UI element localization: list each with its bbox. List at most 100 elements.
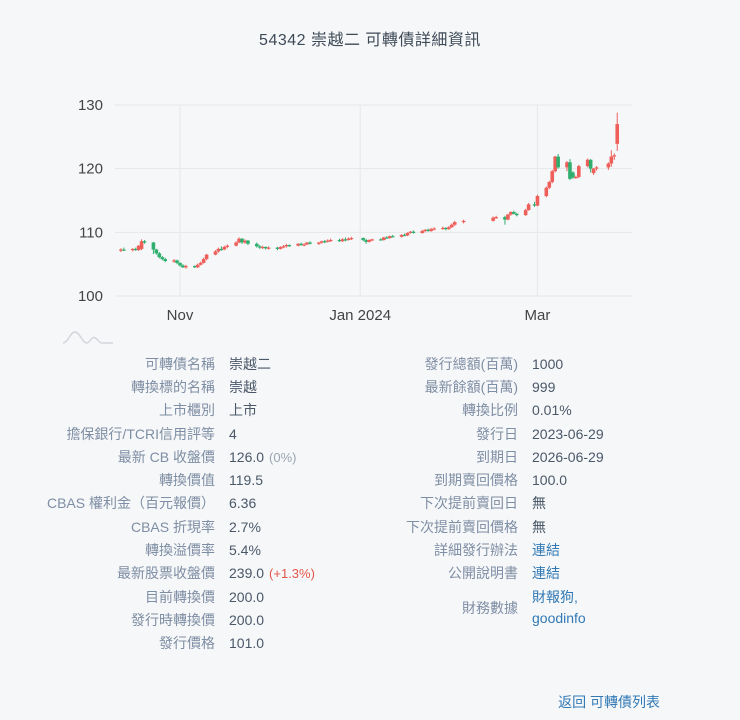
area-sparkline-icon: [62, 331, 113, 344]
detail-value: 101.0: [229, 635, 265, 652]
detail-value: 999: [532, 378, 556, 395]
candle-body: [447, 227, 451, 230]
detail-link[interactable]: 連結: [532, 565, 560, 582]
price-chart-container: 100 110 120 130 Nov Jan 2024 Mar: [0, 85, 740, 335]
detail-label: CBAS 折現率: [130, 518, 215, 535]
detail-link[interactable]: 財報狗,: [532, 589, 578, 606]
detail-row: 轉換標的名稱 崇越: [25, 375, 355, 398]
candle-body: [612, 155, 617, 157]
candle-body: [246, 240, 250, 244]
detail-value: 連結: [532, 540, 560, 560]
detail-label: 發行價格: [159, 635, 215, 652]
candle-body: [367, 239, 371, 242]
candle-body: [594, 167, 599, 169]
candle-body: [328, 239, 333, 242]
candle-body: [201, 259, 206, 263]
candle-body: [461, 220, 466, 223]
detail-value: 2026-06-29: [532, 448, 604, 465]
candle-body: [320, 241, 324, 243]
candle-body: [384, 237, 389, 239]
back-to-list-link[interactable]: 返回 可轉債列表: [558, 694, 660, 710]
x-axis-tick-label: Nov: [167, 307, 194, 324]
candle-body: [556, 156, 560, 168]
candle-body: [420, 231, 425, 233]
detail-row: 發行日 2023-06-29: [330, 422, 710, 445]
detail-label: 轉換溢價率: [145, 542, 215, 559]
detail-value: 崇越二: [229, 355, 271, 372]
candle-body: [343, 239, 348, 241]
candle-body: [287, 245, 292, 247]
candle-body: [278, 246, 283, 249]
candle-body: [615, 124, 620, 144]
candle-body: [240, 238, 244, 243]
candle-body: [588, 159, 593, 169]
candle-body: [325, 240, 330, 242]
detail-label: 財務數據: [462, 600, 518, 617]
candle-body: [526, 204, 531, 211]
detail-value: 連結: [532, 563, 560, 583]
detail-value: 6.36: [229, 495, 257, 512]
detail-label: 發行總額(百萬): [424, 355, 518, 372]
detail-value: 0.01%: [532, 402, 572, 419]
candle-body: [547, 182, 552, 188]
detail-row: 最新 CB 收盤價 126.0 (0%): [25, 445, 355, 468]
candle-body: [172, 260, 176, 262]
detail-row: 轉換比例 0.01%: [330, 399, 710, 422]
candle-body: [503, 217, 507, 220]
candle-body: [195, 264, 200, 268]
detail-row: CBAS 權利金（百元報價） 6.36: [25, 492, 355, 515]
detail-label: 上市櫃別: [159, 402, 215, 419]
candle-body: [411, 231, 416, 233]
detail-row: 轉換溢價率 5.4%: [25, 538, 355, 561]
candle-body: [429, 229, 433, 232]
detail-value: 5.4%: [229, 542, 261, 559]
detail-row: 目前轉換價 200.0: [25, 585, 355, 608]
detail-value: 200.0: [229, 611, 265, 628]
detail-label: 可轉債名稱: [145, 355, 215, 372]
candle-body: [408, 231, 413, 233]
detail-label: 轉換標的名稱: [131, 378, 215, 395]
y-axis-tick-label: 120: [78, 161, 103, 178]
detail-link[interactable]: goodinfo: [532, 610, 586, 627]
candle-body: [305, 242, 309, 245]
detail-label: 到期賣回價格: [434, 472, 518, 489]
candle-body: [452, 222, 457, 225]
detail-label: 轉換價值: [159, 472, 215, 489]
detail-row: 發行總額(百萬) 1000: [330, 352, 710, 375]
candle-body: [532, 204, 537, 206]
candle-body: [154, 249, 159, 254]
detail-link[interactable]: 連結: [532, 542, 560, 559]
detail-row: 公開說明書 連結: [330, 562, 710, 585]
candle-body: [222, 246, 227, 250]
candle-body: [606, 163, 611, 168]
detail-label: 發行日: [476, 425, 518, 442]
cb-price-candlestick-chart[interactable]: 100 110 120 130 Nov Jan 2024 Mar: [0, 85, 740, 335]
detail-value: 財報狗, goodinfo: [532, 587, 586, 629]
detail-label: 發行時轉換價: [131, 611, 215, 628]
candle-body: [382, 237, 386, 240]
change-badge: (0%): [269, 449, 297, 465]
detail-label: 公開說明書: [448, 565, 518, 582]
candle-body: [119, 249, 123, 251]
y-axis-tick-label: 110: [79, 224, 103, 241]
candle-body: [175, 260, 179, 263]
detail-label: CBAS 權利金（百元報價）: [46, 495, 215, 512]
candle-body: [178, 262, 182, 266]
detail-label: 最新餘額(百萬): [424, 378, 518, 395]
change-badge: (+1.3%): [269, 566, 315, 582]
detail-row: 擔保銀行/TCRI信用評等 4: [25, 422, 355, 445]
detail-value: 4: [229, 425, 237, 442]
candle-body: [216, 248, 221, 252]
candle-body: [322, 241, 327, 243]
y-axis-tick-label: 130: [78, 97, 103, 114]
candle-body: [225, 245, 230, 247]
candle-body: [133, 248, 138, 251]
candle-body: [204, 254, 209, 260]
candle-body: [405, 232, 410, 236]
candle-body: [346, 238, 351, 240]
candle-body: [506, 214, 510, 220]
y-axis-tick-label: 100: [78, 288, 103, 305]
candle-body: [609, 156, 614, 164]
candle-body: [130, 248, 135, 251]
